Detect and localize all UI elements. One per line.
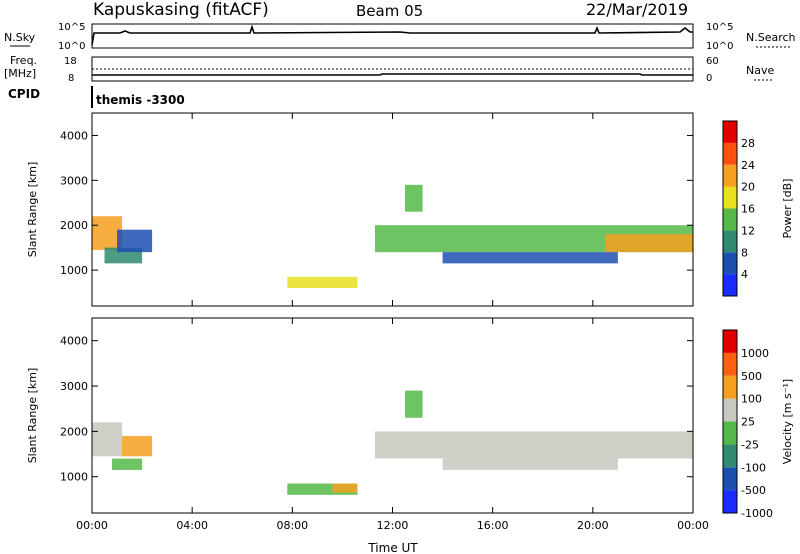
colorbar-tick-label: 100	[741, 393, 762, 406]
cpid-value: themis -3300	[96, 93, 185, 107]
power-panel: 1000 2000 3000 4000 Slant Range [km] 4 8 12 16 20…	[26, 112, 794, 307]
velocity-panel: 1000 2000 3000 4000 Slant Range [km] 00:00 04:…	[26, 317, 794, 532]
nave-tick-top: 60	[706, 56, 719, 67]
scatter-region-3	[287, 483, 358, 495]
scatter-region-5	[374, 431, 693, 459]
colorbar-segment	[723, 164, 737, 187]
x-tick-label: 08:00	[276, 519, 308, 532]
x-tick-label: 16:00	[477, 519, 509, 532]
y-tick-label: 4000	[60, 335, 88, 348]
colorbar-tick-label: 25	[741, 416, 755, 429]
x-tick-label: 00:00	[677, 519, 709, 532]
x-tick-label: 04:00	[176, 519, 208, 532]
nave-tick-bottom: 0	[706, 73, 712, 84]
y-axis-label: Slant Range [km]	[26, 368, 39, 464]
colorbar-tick-label: 500	[741, 370, 762, 383]
colorbar-segment	[723, 398, 737, 422]
colorbar-tick-label: 8	[741, 246, 748, 259]
plot-frame	[91, 112, 694, 307]
nave-label: Nave	[746, 64, 774, 77]
colorbar-segment	[723, 490, 737, 513]
y-tick-label: 1000	[60, 471, 88, 484]
scatter-region-6	[405, 184, 423, 212]
x-axis-label: Time UT	[367, 541, 418, 554]
scatter-region-3	[287, 276, 358, 289]
colorbar-tick-label: -25	[741, 438, 759, 451]
colorbar-segment	[723, 352, 737, 376]
freq-label: Freq.	[10, 54, 37, 67]
colorbar-tick-label: 12	[741, 224, 755, 237]
scatter-region-7	[442, 458, 618, 470]
y-tick-label: 4000	[60, 129, 88, 142]
colorbar-segment	[723, 208, 737, 231]
colorbar-label: Power [dB]	[781, 179, 794, 239]
colorbar-tick-label: 1000	[741, 347, 769, 360]
freq-tick-bottom: 8	[68, 73, 74, 84]
beam-title: Beam 05	[356, 2, 423, 20]
x-tick-label: 12:00	[377, 519, 409, 532]
colorbar-segment	[723, 252, 737, 275]
scatter-region-0	[92, 422, 123, 457]
colorbar-frame	[722, 329, 738, 514]
colorbar-tick-label: 20	[741, 181, 755, 194]
x-tick-label: 00:00	[76, 519, 108, 532]
colorbar-segment	[723, 121, 737, 143]
colorbar-segment	[723, 142, 737, 165]
colorbar-segment	[723, 186, 737, 209]
colorbar-label: Velocity [m s⁻¹]	[781, 379, 794, 464]
nsky-label: N.Sky	[4, 31, 36, 44]
cpid-label: CPID	[8, 87, 40, 101]
y-tick-label: 1000	[60, 264, 88, 277]
freq-tick-top: 18	[64, 56, 77, 67]
x-tick-label: 20:00	[577, 519, 609, 532]
scatter-region-6	[405, 390, 423, 418]
nsearch-label: N.Search	[746, 31, 796, 44]
scatter-region-1	[112, 458, 143, 470]
colorbar-tick-label: -500	[741, 484, 766, 497]
colorbar-tick-label: -100	[741, 461, 766, 474]
station-title: Kapuskasing (fitACF)	[93, 0, 269, 20]
scatter-region-4	[332, 483, 358, 493]
colorbar-segment	[723, 375, 737, 399]
scatter-region-2	[117, 229, 153, 253]
colorbar-segment	[723, 444, 737, 468]
freq-line	[92, 73, 693, 76]
nsearch-tick-top: 10^5	[706, 22, 733, 33]
nsky-panel	[91, 23, 694, 49]
y-tick-label: 3000	[60, 380, 88, 393]
scatter-region-7	[442, 252, 618, 264]
colorbar-frame	[722, 120, 738, 297]
colorbar-segment	[723, 330, 737, 353]
colorbar-tick-label: 28	[741, 137, 755, 150]
colorbar-segment	[723, 230, 737, 253]
colorbar-tick-label: 24	[741, 159, 755, 172]
nsky-tick-bottom: 10^0	[58, 41, 85, 52]
date-title: 22/Mar/2019	[586, 0, 688, 19]
y-tick-label: 3000	[60, 174, 88, 187]
colorbar-tick-label: -1000	[741, 507, 773, 520]
colorbar-segment	[723, 467, 737, 491]
colorbar-tick-label: 4	[741, 268, 748, 281]
scatter-region-5	[605, 234, 693, 253]
freq-unit: [MHz]	[4, 67, 36, 80]
nsky-line	[91, 24, 693, 46]
y-axis-label: Slant Range [km]	[26, 162, 39, 258]
y-tick-label: 2000	[60, 425, 88, 438]
y-tick-label: 2000	[60, 219, 88, 232]
colorbar-tick-label: 16	[741, 203, 755, 216]
scatter-region-2	[122, 435, 153, 457]
nsearch-tick-bottom: 10^0	[706, 41, 733, 52]
colorbar-segment	[723, 421, 737, 445]
colorbar-segment	[723, 274, 737, 296]
plot-frame	[91, 317, 694, 514]
nsky-tick-top: 10^5	[58, 22, 85, 33]
